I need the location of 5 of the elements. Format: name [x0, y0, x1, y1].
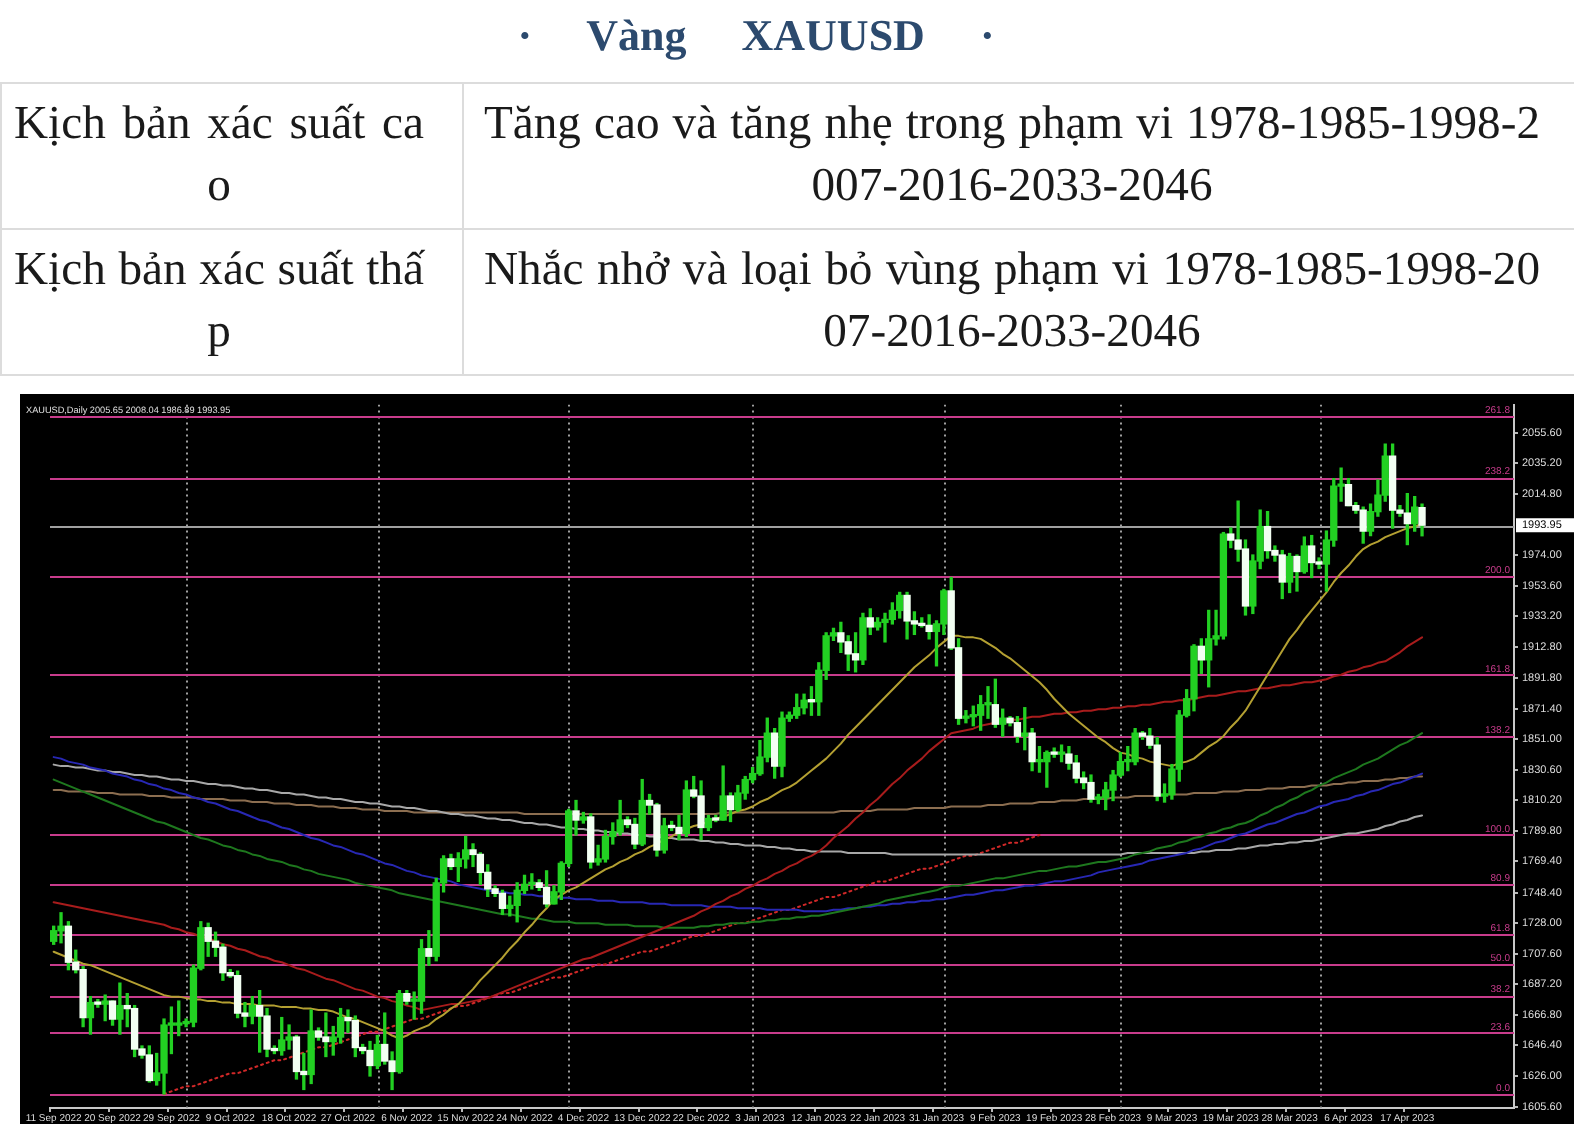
text: Tăng cao và tăng nhẹ trong phạm vi 1978-1985-1998-2007-2016-2033-2046 — [463, 83, 1574, 229]
text: Kịch bản xác suất cao — [1, 83, 463, 229]
text: Kịch bản xác suất thấp — [1, 229, 463, 375]
text: Nhắc nhở và loại bỏ vùng phạm vi 1978-1985-1998-2007-2016-2033-2046 — [463, 229, 1574, 375]
chart-title: · Vàng XAUUSD · — [515, 10, 997, 62]
